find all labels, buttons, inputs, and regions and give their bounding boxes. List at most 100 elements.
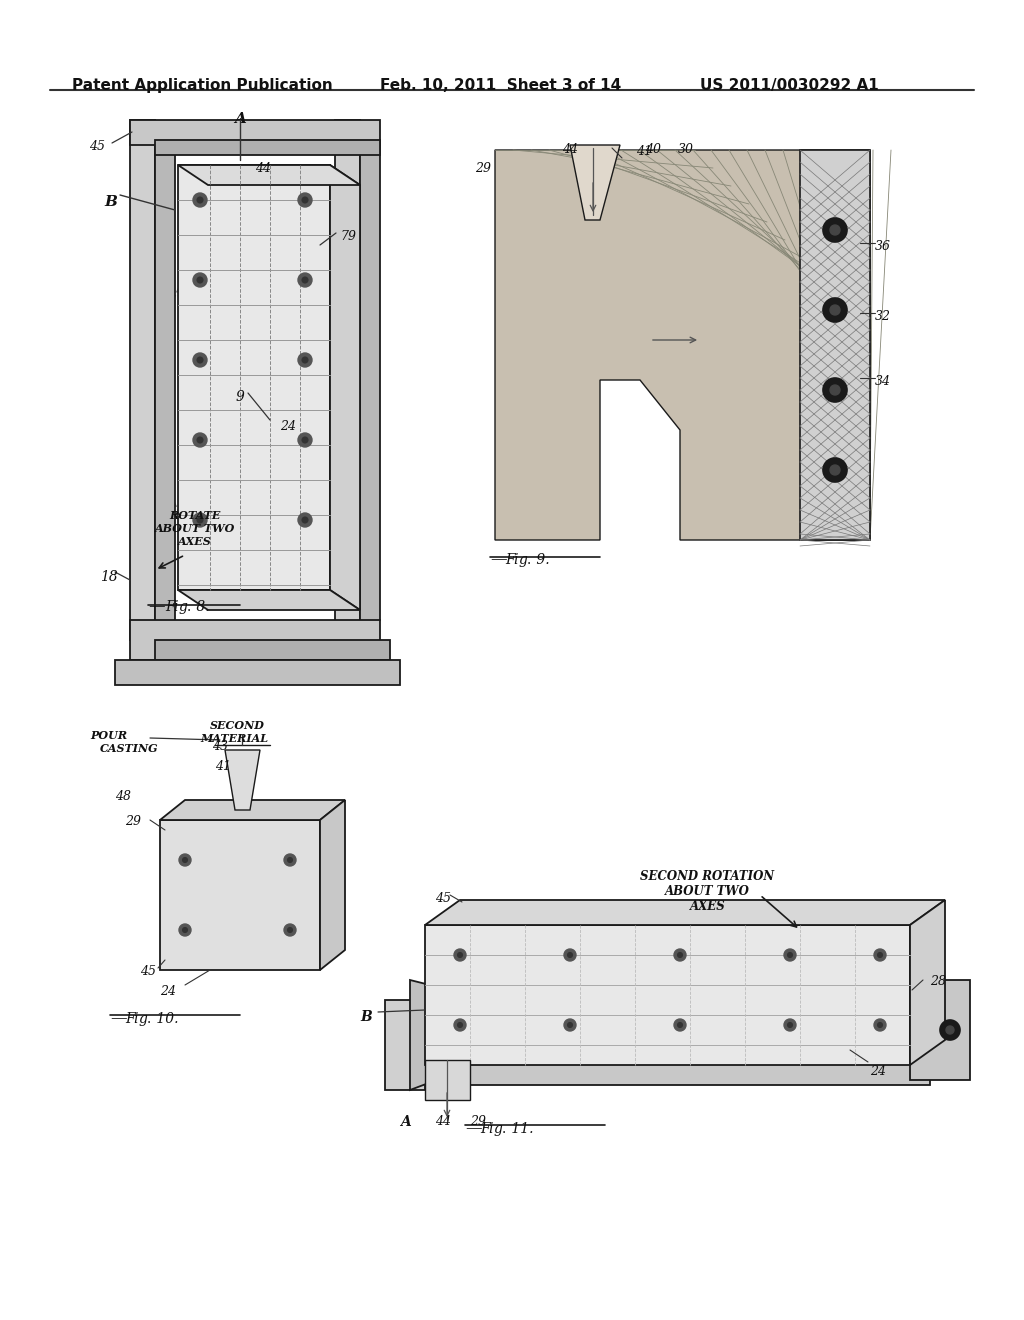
Circle shape xyxy=(787,953,793,957)
Text: 29: 29 xyxy=(470,1115,486,1129)
Text: 24: 24 xyxy=(280,420,296,433)
Circle shape xyxy=(179,854,191,866)
Text: 24: 24 xyxy=(870,1065,886,1078)
Circle shape xyxy=(823,298,847,322)
Polygon shape xyxy=(495,150,870,540)
Circle shape xyxy=(458,1023,463,1027)
Circle shape xyxy=(674,949,686,961)
Polygon shape xyxy=(425,925,910,1065)
Text: g: g xyxy=(494,1122,503,1137)
Text: CASTING: CASTING xyxy=(100,743,159,754)
Circle shape xyxy=(564,949,575,961)
Circle shape xyxy=(197,517,203,523)
Text: POUR: POUR xyxy=(90,730,127,741)
Circle shape xyxy=(567,953,572,957)
Circle shape xyxy=(830,305,840,315)
Polygon shape xyxy=(130,120,155,640)
Circle shape xyxy=(182,858,187,862)
Text: AXES: AXES xyxy=(178,536,212,546)
Text: 45: 45 xyxy=(140,965,156,978)
Circle shape xyxy=(458,953,463,957)
Text: ROTATE: ROTATE xyxy=(169,510,221,521)
Text: 9.: 9. xyxy=(532,553,550,568)
Text: B: B xyxy=(104,195,117,209)
Polygon shape xyxy=(178,590,360,610)
Circle shape xyxy=(298,352,312,367)
Text: .: . xyxy=(147,1012,152,1026)
Text: 30: 30 xyxy=(678,143,694,156)
Text: AXES: AXES xyxy=(690,900,726,913)
Circle shape xyxy=(197,437,203,444)
Text: A: A xyxy=(400,1115,411,1129)
Text: 44: 44 xyxy=(435,1115,451,1129)
Circle shape xyxy=(302,277,308,282)
Text: F: F xyxy=(480,1122,489,1137)
Circle shape xyxy=(193,433,207,447)
Circle shape xyxy=(678,953,683,957)
Circle shape xyxy=(564,1019,575,1031)
Circle shape xyxy=(567,1023,572,1027)
Text: .: . xyxy=(502,1122,506,1137)
Polygon shape xyxy=(425,900,945,925)
Circle shape xyxy=(302,437,308,444)
Text: ABOUT TWO: ABOUT TWO xyxy=(155,523,236,535)
Text: 41: 41 xyxy=(215,760,231,774)
Text: 24: 24 xyxy=(160,985,176,998)
Text: —: — xyxy=(148,598,165,615)
Polygon shape xyxy=(360,120,380,640)
Circle shape xyxy=(784,949,796,961)
Circle shape xyxy=(298,433,312,447)
Text: i: i xyxy=(513,553,517,568)
Circle shape xyxy=(197,356,203,363)
Text: g: g xyxy=(139,1012,147,1026)
Text: 44: 44 xyxy=(562,143,578,156)
Text: 29: 29 xyxy=(475,162,490,176)
Circle shape xyxy=(197,277,203,282)
Circle shape xyxy=(298,513,312,527)
Text: 48: 48 xyxy=(115,789,131,803)
Polygon shape xyxy=(178,165,360,185)
Text: F: F xyxy=(165,601,175,614)
Polygon shape xyxy=(335,120,360,640)
Text: —: — xyxy=(465,1119,481,1137)
Polygon shape xyxy=(910,900,945,1065)
Text: Patent Application Publication: Patent Application Publication xyxy=(72,78,333,92)
Polygon shape xyxy=(910,979,970,1080)
Text: A: A xyxy=(234,112,246,125)
Circle shape xyxy=(298,193,312,207)
Polygon shape xyxy=(160,820,319,970)
Circle shape xyxy=(193,273,207,286)
Text: US 2011/0030292 A1: US 2011/0030292 A1 xyxy=(700,78,879,92)
Circle shape xyxy=(830,385,840,395)
Text: 44: 44 xyxy=(255,162,271,176)
Polygon shape xyxy=(115,660,400,685)
Circle shape xyxy=(454,949,466,961)
Polygon shape xyxy=(155,640,390,660)
Polygon shape xyxy=(385,1001,425,1090)
Text: i: i xyxy=(173,601,177,614)
Polygon shape xyxy=(330,165,360,610)
Text: g: g xyxy=(179,601,187,614)
Polygon shape xyxy=(178,165,330,590)
Polygon shape xyxy=(160,800,345,820)
Text: g: g xyxy=(519,553,528,568)
Text: i: i xyxy=(488,1122,493,1137)
Text: 34: 34 xyxy=(874,375,891,388)
Polygon shape xyxy=(155,140,380,154)
Circle shape xyxy=(302,356,308,363)
Circle shape xyxy=(874,949,886,961)
Circle shape xyxy=(946,1026,954,1034)
Circle shape xyxy=(878,1023,883,1027)
Text: 28: 28 xyxy=(930,975,946,987)
Circle shape xyxy=(288,858,293,862)
Circle shape xyxy=(288,928,293,932)
Text: ABOUT TWO: ABOUT TWO xyxy=(665,884,750,898)
Text: F: F xyxy=(505,553,515,568)
Circle shape xyxy=(784,1019,796,1031)
Circle shape xyxy=(674,1019,686,1031)
Text: —: — xyxy=(490,550,507,568)
Text: .: . xyxy=(187,601,191,614)
Text: SECOND ROTATION: SECOND ROTATION xyxy=(640,870,774,883)
Polygon shape xyxy=(130,120,380,145)
Text: MATERIAL: MATERIAL xyxy=(200,733,268,744)
